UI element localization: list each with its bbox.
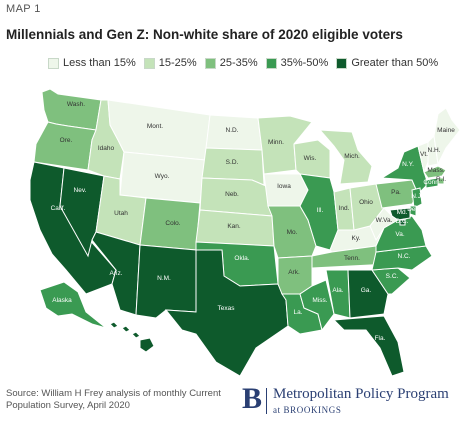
program-subtitle: at BROOKINGS bbox=[273, 405, 342, 415]
state-label-mi: Mich. bbox=[344, 153, 360, 160]
state-mi bbox=[318, 129, 373, 185]
legend-item: 35%-50% bbox=[265, 57, 329, 69]
state-label-wv: W.Va. bbox=[376, 217, 393, 224]
legend-item: 25-35% bbox=[204, 57, 258, 69]
brookings-logo-icon: B bbox=[242, 382, 263, 415]
us-map: Wash. Ore. Calif. Nev. Idaho Mont. Wyo. Utah Ari… bbox=[29, 88, 461, 377]
state-label-oh: Ohio bbox=[359, 199, 373, 206]
state-label-sd: S.D. bbox=[226, 159, 239, 166]
state-label-ga: Ga. bbox=[361, 287, 372, 294]
state-label-ok: Okla. bbox=[234, 255, 249, 262]
state-ia bbox=[263, 173, 309, 207]
legend-item: Less than 15% bbox=[48, 57, 136, 69]
state-label-ia: Iowa bbox=[277, 183, 291, 190]
legend-label: 15-25% bbox=[158, 57, 197, 69]
state-or bbox=[33, 121, 97, 171]
state-label-ct: Conn. bbox=[423, 179, 441, 186]
state-ga bbox=[347, 269, 389, 319]
state-label-co: Colo. bbox=[165, 220, 180, 227]
state-label-mn: Minn. bbox=[268, 139, 284, 146]
state-label-nd: N.D. bbox=[226, 127, 239, 134]
legend-label: Less than 15% bbox=[63, 57, 136, 69]
legend-swatch bbox=[204, 57, 216, 69]
state-dc bbox=[399, 219, 406, 226]
state-label-dc: D.C. bbox=[396, 218, 409, 225]
legend-swatch bbox=[265, 57, 277, 69]
state-label-wy: Wyo. bbox=[155, 173, 170, 180]
state-label-pa: Pa. bbox=[391, 189, 401, 196]
legend-item: Greater than 50% bbox=[336, 57, 438, 69]
state-label-sc: S.C. bbox=[386, 273, 399, 280]
legend: Less than 15% 15-25% 25-35% 35%-50% Grea… bbox=[48, 57, 446, 69]
program-name: Metropolitan Policy Program bbox=[273, 386, 449, 402]
state-md bbox=[389, 207, 411, 221]
state-label-me: Maine bbox=[437, 127, 455, 134]
state-ak bbox=[39, 281, 107, 329]
state-label-ms: Miss. bbox=[312, 297, 327, 304]
state-label-il: Ill. bbox=[317, 207, 324, 214]
state-ma bbox=[423, 165, 447, 179]
state-nj bbox=[411, 187, 423, 209]
state-hi bbox=[109, 321, 155, 353]
state-label-ks: Kan. bbox=[227, 223, 241, 230]
state-label-ak: Alaska bbox=[52, 297, 72, 304]
state-label-in: Ind. bbox=[339, 205, 350, 212]
legend-swatch bbox=[48, 57, 59, 69]
state-label-md: Md. bbox=[397, 209, 408, 216]
state-label-ca: Calif. bbox=[51, 205, 66, 212]
state-label-ma: Mass. bbox=[427, 167, 445, 174]
legend-swatch bbox=[143, 57, 155, 69]
state-label-az: Ariz. bbox=[110, 270, 123, 277]
chart-title: Millennials and Gen Z: Non-white share o… bbox=[6, 27, 403, 42]
legend-swatch bbox=[336, 57, 348, 69]
state-tx bbox=[164, 249, 289, 377]
state-label-la: La. bbox=[293, 309, 302, 316]
source-note: Source: William H Frey analysis of month… bbox=[6, 388, 221, 411]
state-label-mo: Mo. bbox=[287, 229, 298, 236]
state-label-or: Ore. bbox=[60, 137, 73, 144]
legend-label: 25-35% bbox=[219, 57, 258, 69]
state-label-wi: Wis. bbox=[304, 155, 317, 162]
state-label-nc: N.C. bbox=[398, 253, 411, 260]
state-label-fl: Fla. bbox=[375, 335, 386, 342]
state-fl bbox=[332, 315, 405, 377]
state-label-ne: Neb. bbox=[225, 191, 239, 198]
state-label-tn: Tenn. bbox=[344, 255, 360, 262]
state-label-ar: Ark. bbox=[288, 269, 300, 276]
state-label-mt: Mont. bbox=[147, 123, 163, 130]
state-label-hi: Hawaii bbox=[120, 339, 140, 346]
state-label-ut: Utah bbox=[114, 210, 128, 217]
state-mt bbox=[107, 99, 211, 161]
state-me bbox=[433, 107, 461, 166]
state-label-nj: N.J. bbox=[411, 193, 423, 200]
state-label-nh: N.H. bbox=[428, 147, 441, 154]
state-ct bbox=[425, 177, 439, 189]
legend-item: 15-25% bbox=[143, 57, 197, 69]
state-label-nm: N.M. bbox=[157, 275, 171, 282]
state-label-ri: R.I. bbox=[436, 176, 446, 183]
state-ms bbox=[299, 279, 335, 332]
state-label-id: Idaho bbox=[98, 145, 115, 152]
state-label-va: Va. bbox=[395, 231, 404, 238]
state-label-wa: Wash. bbox=[67, 101, 85, 108]
logo-divider bbox=[266, 388, 267, 414]
legend-label: 35%-50% bbox=[280, 57, 329, 69]
state-label-al: Ala. bbox=[332, 287, 343, 294]
state-label-ky: Ky. bbox=[352, 235, 361, 242]
legend-label: Greater than 50% bbox=[351, 57, 439, 69]
map-number-label: MAP 1 bbox=[6, 3, 41, 15]
state-label-de: Del. bbox=[407, 206, 419, 213]
state-label-nv: Nev. bbox=[74, 187, 87, 194]
state-label-ny: N.Y. bbox=[402, 161, 414, 168]
state-label-tx: Texas bbox=[218, 305, 236, 312]
state-label-vt: Vt. bbox=[420, 151, 428, 158]
